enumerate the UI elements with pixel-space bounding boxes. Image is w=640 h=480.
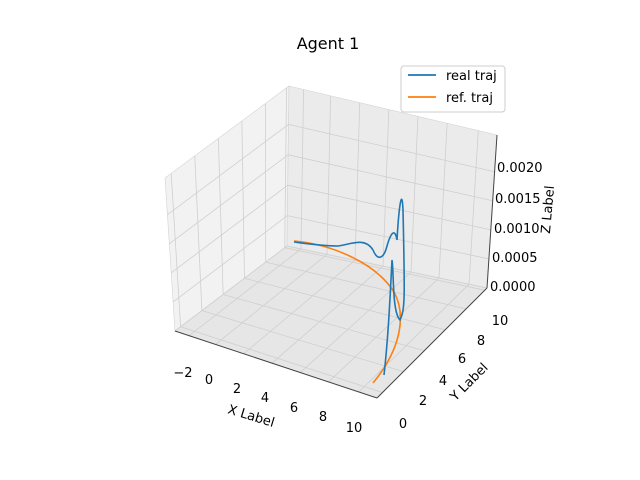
y-axis-label: Y Label [447, 361, 492, 406]
y-tick-label: 4 [439, 374, 447, 389]
x-tick-label: 0 [205, 373, 213, 388]
grid-line-y [284, 247, 485, 291]
grid-line-x [354, 102, 361, 261]
y-tick-label: 6 [458, 352, 466, 367]
grid-line-z [167, 124, 289, 216]
x-tick-label: 2 [233, 382, 241, 397]
y-tick-label: 2 [419, 394, 427, 409]
z-tick-label: 0.0005 [492, 251, 538, 266]
z-axis-label: Z Label [539, 185, 558, 234]
grid-line-y [223, 294, 425, 352]
z-tick-label: 0.0010 [494, 222, 540, 237]
grid-line-z [172, 215, 288, 303]
grid-line-y [241, 120, 245, 279]
grid-line-y [265, 261, 467, 310]
z-tick-labels: 0.0000 0.0005 0.0010 0.0015 0.0020 [490, 161, 543, 295]
x-tick-labels: −2 0 2 4 6 8 10 [173, 366, 362, 436]
z-tick-label: 0.0020 [497, 161, 543, 176]
grid-line-z [174, 245, 288, 332]
x-tick-label: 8 [319, 410, 327, 425]
y-tick-labels: 0 2 4 6 8 10 [399, 314, 508, 432]
y-tick-label: 10 [492, 314, 509, 329]
grid-line-z [170, 184, 289, 274]
grid-line-y [201, 310, 404, 372]
legend: real traj ref. traj [400, 65, 506, 113]
grid-line-x [271, 265, 384, 364]
grid-line-y [194, 155, 203, 311]
x-tick-label: −2 [173, 366, 192, 381]
grid-line-x [468, 130, 479, 285]
grid-line-y [180, 326, 383, 393]
grid-line-z [169, 154, 289, 245]
axes-panes [164, 85, 498, 399]
grid-line-z [288, 154, 493, 202]
z-axis-line [486, 134, 498, 289]
z-tick-label: 0.0015 [495, 192, 541, 207]
grid-line-x [382, 109, 390, 267]
x-tick-label: 4 [261, 391, 269, 406]
grid-line-x [410, 116, 419, 273]
legend-label-real-traj: real traj [446, 69, 497, 84]
x-tick-label: 6 [290, 401, 298, 416]
y-tick-label: 0 [399, 417, 407, 432]
grid-line-x [188, 248, 302, 337]
grid-line-y [284, 87, 287, 248]
y-tick-label: 8 [477, 334, 485, 349]
grid-line-x [438, 123, 448, 278]
grid-line-x [358, 283, 470, 393]
grid-line-x [300, 89, 304, 249]
legend-label-ref-traj: ref. traj [446, 91, 493, 106]
grid-line-x [243, 259, 356, 355]
series-line-real-traj [293, 198, 406, 376]
z-tick-label: 0.0000 [490, 280, 536, 295]
grid-line-z [288, 124, 495, 173]
grid-line-y [170, 173, 181, 327]
grid-line-x [326, 95, 331, 255]
grid-line-z [287, 215, 489, 260]
x-tick-label: 10 [346, 421, 363, 436]
legend-box [400, 65, 506, 113]
grid-line-y [217, 138, 224, 295]
grid-line-y [244, 277, 446, 331]
grid-line-x [215, 254, 328, 345]
axis-lines [174, 134, 498, 399]
grid-line-x [328, 277, 440, 383]
grid-line-z [287, 184, 491, 231]
x-axis-label: X Label [226, 402, 276, 430]
x-axis-line [174, 330, 378, 399]
grid-lines [167, 87, 495, 393]
chart-title: Agent 1 [297, 34, 360, 53]
y-axis-line [376, 287, 488, 399]
grid-line-z [286, 245, 488, 289]
